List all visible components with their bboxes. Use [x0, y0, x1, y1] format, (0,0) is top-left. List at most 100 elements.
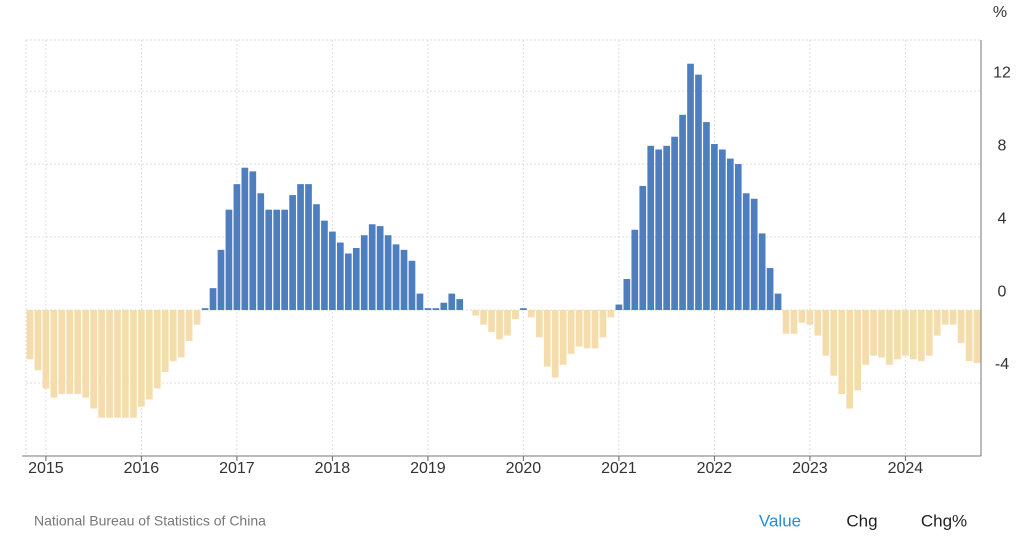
bar — [854, 310, 861, 391]
bar — [82, 310, 90, 398]
bar — [416, 293, 424, 311]
bar — [384, 235, 392, 311]
x-tick-label: 2019 — [410, 460, 446, 477]
bar — [440, 302, 448, 311]
bar — [217, 249, 225, 311]
bar — [512, 310, 519, 320]
bar — [758, 233, 766, 311]
bar — [153, 310, 161, 389]
bar — [58, 310, 66, 394]
bar — [655, 149, 663, 311]
bar — [846, 310, 854, 409]
bar — [313, 204, 320, 311]
bar — [711, 144, 718, 311]
bar — [456, 299, 464, 311]
bar — [169, 310, 177, 362]
bar — [185, 310, 193, 342]
chg-button[interactable]: Chg — [846, 511, 877, 530]
bar — [607, 310, 615, 318]
bar — [703, 122, 710, 311]
bar — [42, 310, 50, 389]
x-tick-label: 2023 — [792, 460, 828, 477]
bar — [902, 310, 909, 356]
bar — [949, 310, 957, 325]
bar — [225, 209, 233, 311]
bar — [957, 310, 965, 343]
bar — [448, 293, 456, 311]
x-tick-label: 2021 — [601, 460, 637, 477]
bar — [695, 74, 702, 311]
bar — [98, 310, 105, 418]
bar — [249, 171, 257, 311]
bar — [615, 304, 623, 311]
bar — [241, 167, 249, 311]
x-tick-label: 2015 — [28, 460, 64, 477]
x-tick-label: 2020 — [506, 460, 542, 477]
bar — [838, 310, 846, 394]
chg-pct-button[interactable]: Chg% — [921, 511, 967, 530]
bar — [329, 231, 336, 311]
bar — [26, 310, 34, 360]
bar — [488, 310, 495, 332]
bar — [66, 310, 74, 394]
bar — [50, 310, 58, 398]
bar — [424, 308, 432, 311]
bar — [305, 184, 312, 311]
bar — [337, 242, 344, 311]
bar — [472, 310, 479, 316]
bar — [567, 310, 575, 354]
bar — [432, 308, 440, 311]
bar — [766, 268, 774, 311]
bar — [671, 136, 678, 311]
bar — [352, 248, 360, 311]
bar — [774, 293, 782, 311]
bar — [106, 310, 113, 418]
y-tick-label: 12 — [993, 64, 1011, 81]
bar — [34, 310, 42, 371]
bar — [257, 193, 265, 311]
bar — [193, 310, 201, 325]
bar — [726, 158, 734, 311]
bar — [822, 310, 830, 356]
bar — [894, 310, 901, 360]
bar — [663, 145, 670, 311]
bar — [814, 310, 822, 336]
source: National Bureau of Statistics of China — [34, 513, 266, 529]
bar — [376, 226, 384, 311]
bar — [233, 184, 241, 311]
bar — [583, 310, 591, 349]
x-tick-label: 2016 — [124, 460, 160, 477]
bar — [74, 310, 82, 394]
bar — [408, 260, 416, 311]
y-tick-label: 8 — [998, 137, 1007, 154]
bar — [138, 310, 145, 407]
bar — [679, 114, 686, 311]
bar — [631, 229, 639, 311]
bar — [496, 310, 503, 340]
x-tick-label: 2017 — [219, 460, 255, 477]
bar — [146, 310, 153, 400]
x-tick-label: 2018 — [315, 460, 351, 477]
bar — [973, 310, 981, 363]
bar — [575, 310, 583, 347]
y-tick-label: 4 — [998, 210, 1007, 227]
bar — [520, 308, 527, 311]
bar — [130, 310, 137, 418]
y-tick-label: 0 — [998, 283, 1007, 300]
value-button[interactable]: Value — [759, 511, 801, 530]
bar — [559, 310, 567, 365]
bar — [209, 288, 217, 311]
bar — [933, 310, 941, 336]
bar — [281, 209, 288, 311]
bar — [623, 279, 631, 311]
bar — [750, 198, 758, 311]
bar — [528, 310, 535, 318]
bar — [543, 310, 551, 367]
bar — [886, 310, 893, 365]
bar — [687, 63, 694, 311]
bar — [719, 149, 726, 311]
bar — [297, 184, 304, 311]
bar — [790, 310, 798, 334]
bar — [122, 310, 129, 418]
bar — [941, 310, 949, 325]
